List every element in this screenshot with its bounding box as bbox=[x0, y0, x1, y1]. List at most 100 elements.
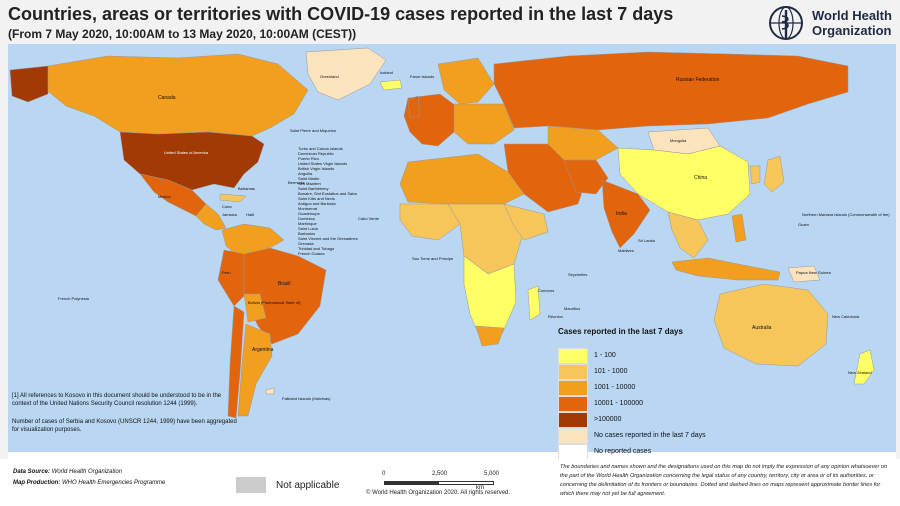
legend-swatch bbox=[558, 364, 588, 380]
label-peru: Peru bbox=[222, 270, 231, 275]
legend-swatch bbox=[558, 412, 588, 428]
who-logo-text: World Health Organization bbox=[812, 8, 892, 38]
world-map-svg bbox=[8, 44, 896, 459]
label-greenland: Greenland bbox=[320, 74, 339, 79]
legend-panel: Cases reported in the last 7 days 1 - 10… bbox=[554, 322, 739, 459]
region-scandinavia bbox=[437, 57, 495, 105]
legend-item: 101 - 1000 bbox=[558, 364, 738, 380]
note-kosovo: [1] All references to Kosovo in this doc… bbox=[12, 393, 222, 407]
region-falklands bbox=[265, 387, 275, 395]
note-serbia: Number of cases of Serbia and Kosovo (UN… bbox=[12, 419, 237, 433]
map-title: Countries, areas or territories with COV… bbox=[8, 4, 674, 24]
legend-swatch bbox=[558, 396, 588, 412]
region-chile bbox=[227, 305, 245, 419]
label-bahamas: Bahamas bbox=[238, 186, 255, 191]
legend-swatch bbox=[558, 444, 588, 459]
label-caribbean-list: Turks and Caicos Islands Dominican Repub… bbox=[298, 146, 358, 256]
region-australia bbox=[713, 283, 829, 367]
region-bolivia bbox=[243, 293, 267, 323]
region-new-zealand bbox=[853, 349, 875, 385]
label-australia: Australia bbox=[752, 325, 772, 331]
legend-title: Cases reported in the last 7 days bbox=[558, 327, 683, 336]
legend-item: No cases reported in the last 7 days bbox=[558, 428, 738, 444]
notes-block: [1] All references to Kosovo in this doc… bbox=[12, 392, 242, 434]
region-southeast-asia bbox=[667, 211, 709, 259]
label-comoros: Comoros bbox=[538, 288, 555, 293]
scale-bar-graphic bbox=[384, 481, 494, 485]
region-alaska bbox=[9, 65, 49, 103]
legend-swatch bbox=[558, 348, 588, 364]
scale-bar: 0 2,500 5,000 km bbox=[380, 467, 500, 493]
not-applicable-swatch bbox=[236, 477, 266, 493]
region-horn-africa bbox=[503, 203, 549, 241]
label-mauritius: Mauritius bbox=[564, 306, 581, 311]
region-india bbox=[601, 179, 651, 249]
region-indonesia bbox=[671, 257, 781, 281]
region-china bbox=[617, 145, 751, 221]
copyright-text: © World Health Organization 2020. All ri… bbox=[366, 490, 511, 496]
label-maldives: Maldives bbox=[618, 248, 634, 253]
label-sri-lanka: Sri Lanka bbox=[638, 238, 655, 243]
label-china: China bbox=[694, 175, 708, 181]
scale-tick-0: 0 bbox=[382, 471, 386, 477]
label-india: India bbox=[616, 211, 627, 217]
region-png bbox=[787, 265, 821, 283]
region-korea bbox=[749, 165, 761, 185]
label-sao-tome: Sao Tome and Principe bbox=[412, 256, 454, 261]
label-seychelles: Seychelles bbox=[568, 272, 588, 277]
footer: Data Source: World Health Organization M… bbox=[0, 459, 900, 506]
label-french-polynesia: French Polynesia bbox=[58, 296, 89, 301]
legend-item: 10001 - 100000 bbox=[558, 396, 738, 412]
label-reunion: Réunion bbox=[548, 314, 563, 319]
label-usa: United States of America bbox=[164, 150, 209, 155]
legend-label: 1 - 100 bbox=[594, 352, 616, 359]
legend-label: No cases reported in the last 7 days bbox=[594, 432, 706, 439]
legend-item: >100000 bbox=[558, 412, 738, 428]
scale-unit: km bbox=[476, 485, 484, 491]
who-logo: World Health Organization bbox=[766, 4, 896, 42]
legend-label: 1001 - 10000 bbox=[594, 384, 636, 391]
label-brazil: Brazil bbox=[278, 281, 291, 287]
label-russia: Russian Federation bbox=[676, 77, 720, 83]
label-cabo-verde: Cabo Verde bbox=[358, 216, 380, 221]
label-haiti: Haiti bbox=[246, 212, 255, 217]
label-cuba: Cuba bbox=[222, 204, 232, 209]
region-iran bbox=[563, 159, 609, 195]
region-venezuela-colombia bbox=[221, 223, 285, 257]
region-cuba bbox=[219, 193, 247, 203]
region-canada bbox=[43, 53, 309, 137]
region-antarctica bbox=[8, 452, 896, 459]
region-peru bbox=[217, 249, 245, 307]
region-philippines bbox=[731, 213, 747, 243]
region-central-america bbox=[195, 203, 227, 231]
who-logo-line2: Organization bbox=[812, 23, 892, 38]
label-bermuda: Bermuda bbox=[288, 180, 305, 185]
footer-credits: Data Source: World Health Organization M… bbox=[13, 467, 165, 489]
legend-label: >100000 bbox=[594, 416, 622, 423]
map-production-line: Map Production: WHO Health Emergencies P… bbox=[13, 478, 165, 489]
label-iceland: Iceland bbox=[380, 70, 393, 75]
world-map: Greenland Canada United States of Americ… bbox=[8, 44, 896, 459]
label-guam: Guam bbox=[798, 222, 809, 227]
map-production-value: WHO Health Emergencies Programme bbox=[62, 480, 166, 486]
legend-swatch bbox=[558, 428, 588, 444]
region-russia bbox=[493, 51, 849, 131]
label-bolivia: Bolivia (Plurinational State of) bbox=[248, 300, 301, 305]
label-falkland: Falkland Islands (Malvinas) bbox=[282, 396, 331, 401]
region-iceland bbox=[379, 79, 403, 91]
label-mexico: Mexico bbox=[158, 194, 171, 199]
legend-label: 10001 - 100000 bbox=[594, 400, 644, 407]
label-new-caledonia: New Caledonia bbox=[832, 314, 860, 319]
legend-item: No reported cases bbox=[558, 444, 738, 459]
map-production-label: Map Production: bbox=[13, 480, 61, 486]
legend-label: 101 - 1000 bbox=[594, 368, 628, 375]
region-argentina bbox=[237, 323, 273, 417]
who-logo-line1: World Health bbox=[812, 8, 892, 23]
label-nmi: Northern Mariana Islands (Commonwealth o… bbox=[802, 212, 890, 217]
label-jamaica: Jamaica bbox=[222, 212, 237, 217]
who-emblem-icon bbox=[769, 6, 803, 40]
disclaimer-text: The boundaries and names shown and the d… bbox=[560, 464, 888, 497]
region-madagascar bbox=[527, 285, 541, 321]
label-saint-pierre: Saint Pierre and Miquelon bbox=[290, 128, 337, 133]
data-source-label: Data Source: bbox=[13, 469, 51, 475]
